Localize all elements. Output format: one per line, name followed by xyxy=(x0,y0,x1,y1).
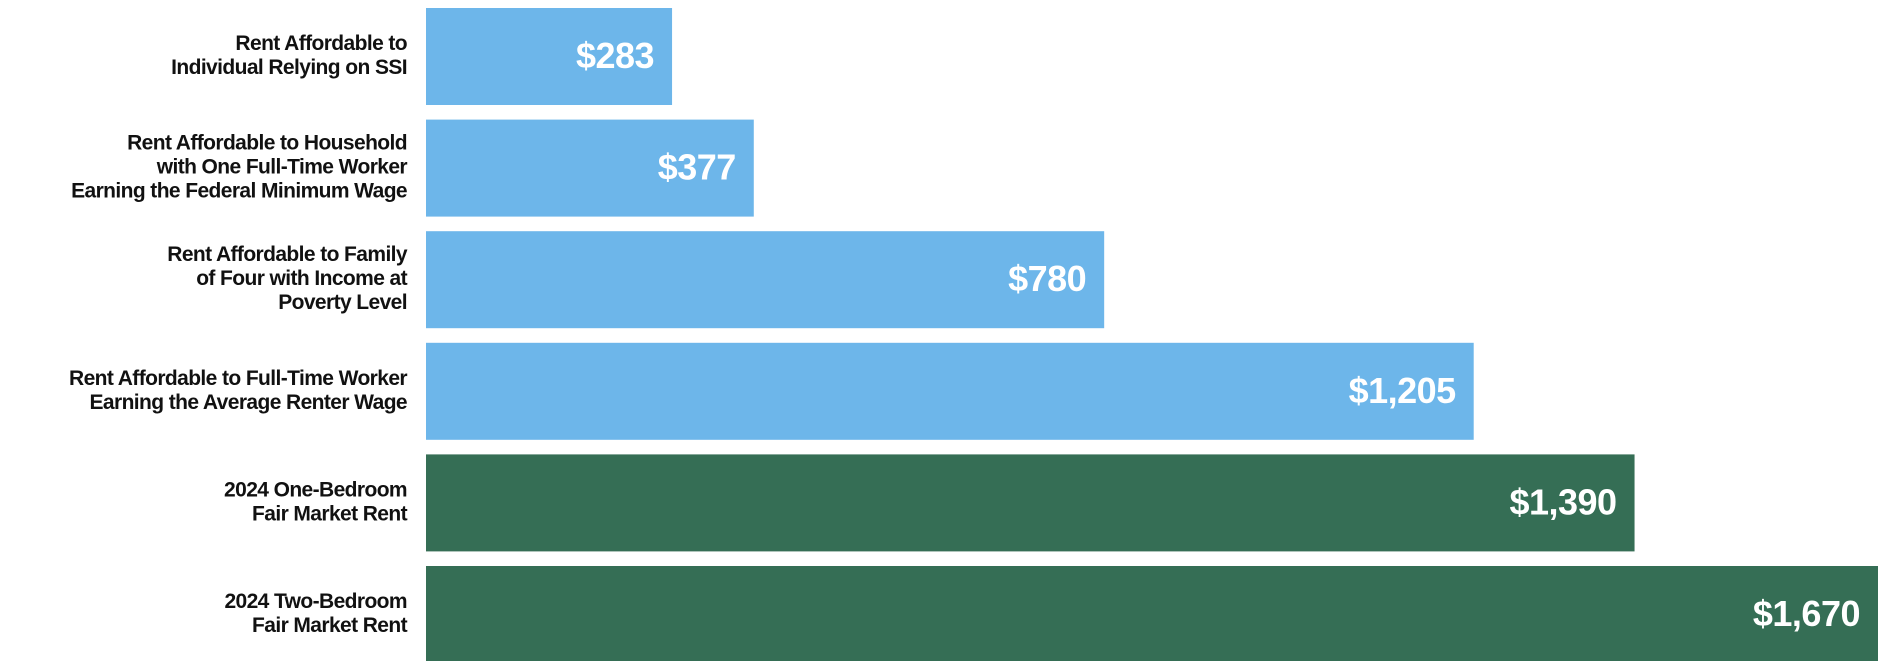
category-label: Fair Market Rent xyxy=(252,614,408,637)
bar xyxy=(426,342,1474,440)
bar xyxy=(426,454,1635,552)
category-label: with One Full-Time Worker xyxy=(156,156,408,179)
category-label: Individual Relying on SSI xyxy=(171,56,407,79)
value-label: $1,205 xyxy=(1349,370,1457,411)
category-label: Earning the Average Renter Wage xyxy=(90,391,407,414)
bar xyxy=(426,8,673,105)
category-label: of Four with Income at xyxy=(196,267,407,290)
bar xyxy=(426,231,1105,329)
category-label: Rent Affordable to xyxy=(235,32,407,55)
value-label: $1,670 xyxy=(1753,593,1860,634)
value-label: $1,390 xyxy=(1509,481,1616,522)
category-label: Rent Affordable to Full-Time Worker xyxy=(69,367,407,390)
bar xyxy=(426,566,1878,661)
value-label: $283 xyxy=(576,35,654,76)
category-label: Earning the Federal Minimum Wage xyxy=(71,180,407,203)
value-label: $377 xyxy=(658,147,736,188)
category-label: Rent Affordable to Household xyxy=(127,132,407,155)
bar xyxy=(426,119,754,217)
category-label: 2024 Two-Bedroom xyxy=(224,590,407,613)
category-label: Fair Market Rent xyxy=(252,502,408,525)
value-label: $780 xyxy=(1008,258,1086,299)
category-label: Rent Affordable to Family xyxy=(167,243,408,266)
category-label: 2024 One-Bedroom xyxy=(224,478,407,501)
category-label: Poverty Level xyxy=(278,291,407,314)
